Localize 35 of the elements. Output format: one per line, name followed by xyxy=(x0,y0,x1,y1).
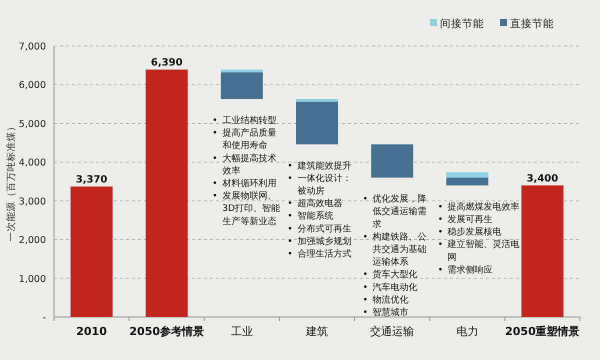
y-tick-label: 4,000 xyxy=(18,158,46,169)
bar xyxy=(446,172,488,178)
y-tick-label: 2,000 xyxy=(18,235,46,246)
x-tick-label: 2050重塑情景 xyxy=(505,325,580,338)
bar xyxy=(296,99,338,102)
text: • 优化发展，降低交通运输需求 • 构建铁路、公共交通为基础运输体系 • 货车大型化 • 汽车电动化 • 物流优化 • 智慧城市 xyxy=(362,194,427,318)
bar xyxy=(371,144,414,178)
data-label: 3,400 xyxy=(526,173,558,184)
bar xyxy=(220,70,263,72)
text: • 提高燃煤发电效率 • 发展可再生 • 稳步发展核电 • 建立智能、灵活电网 • 需求侧响应 xyxy=(438,202,520,276)
y-axis-title: 一次能源（百万吨标准煤） xyxy=(5,122,17,242)
x-tick-label: 交通运输 xyxy=(370,325,414,338)
data-label: 6,390 xyxy=(150,58,183,69)
y-tick-label: 6,000 xyxy=(18,80,46,92)
y-tick-label: - xyxy=(42,312,46,324)
x-tick-label: 2010 xyxy=(76,325,108,338)
data-label: 3,370 xyxy=(76,174,108,186)
y-tick-label: 3,000 xyxy=(18,196,46,208)
x-tick-label: 2050参考情景 xyxy=(129,325,204,338)
legend-label: 间接节能 xyxy=(440,17,484,30)
bar xyxy=(446,178,488,186)
bar xyxy=(296,102,338,144)
text: • 工业结构转型 • 提高产品质量和使用寿命 • 大幅提高技术效率 • 材料循环利用 • 发展物联网、3D打印、智能生产等新业态 xyxy=(212,116,280,227)
y-tick-label: 1,000 xyxy=(18,274,46,285)
bar xyxy=(521,185,564,317)
bar xyxy=(220,72,263,100)
bar xyxy=(146,70,188,317)
y-tick-label: 7,000 xyxy=(18,42,46,52)
x-tick-label: 建筑 xyxy=(305,325,328,338)
legend-label: 直接节能 xyxy=(510,17,554,30)
x-tick-label: 电力 xyxy=(456,325,478,338)
y-tick-label: 5,000 xyxy=(18,118,46,130)
bar xyxy=(70,186,113,317)
text: • 建筑能效提升 • 一体化设计：被动房 • 超高效电器 • 智能系统 • 分布式可再生 • 加强城乡规划 • 合理生活方式 xyxy=(287,161,352,260)
x-tick-label: 工业 xyxy=(230,325,253,338)
